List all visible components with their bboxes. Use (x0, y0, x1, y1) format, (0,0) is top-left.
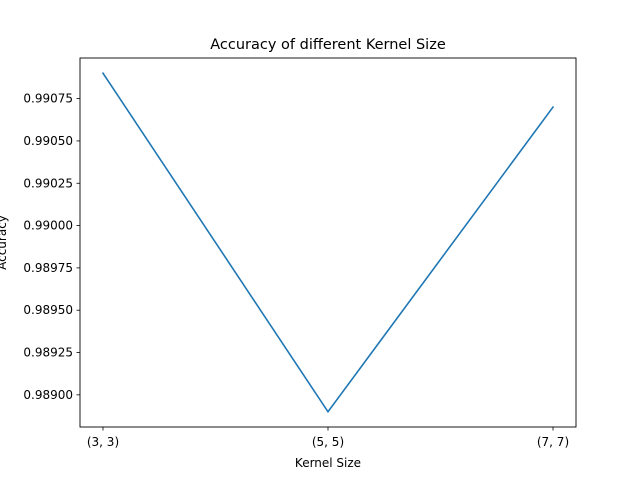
y-tick-label: 0.98900 (23, 388, 73, 402)
axes-frame (79, 57, 577, 428)
y-tick-label: 0.98950 (23, 303, 73, 317)
y-tick-label: 0.98925 (23, 346, 73, 360)
x-tick-label: (7, 7) (537, 435, 569, 449)
y-tick-label: 0.98975 (23, 261, 73, 275)
x-axis-ticks: (3, 3) (5, 5) (7, 7) (87, 427, 569, 449)
x-axis-label: Kernel Size (295, 456, 361, 470)
y-tick-label: 0.99000 (23, 219, 73, 233)
x-tick-label: (5, 5) (312, 435, 344, 449)
y-tick-label: 0.99025 (23, 176, 73, 190)
chart-title: Accuracy of different Kernel Size (210, 37, 446, 53)
x-tick-label: (3, 3) (87, 435, 119, 449)
series-line (101, 72, 555, 414)
series-group (101, 72, 555, 414)
y-axis-label: Accuracy (0, 215, 9, 270)
y-tick-label: 0.99075 (23, 92, 73, 106)
y-axis-ticks: 0.98900 0.98925 0.98950 0.98975 0.99000 0.990… (23, 92, 80, 402)
y-tick-label: 0.99050 (23, 134, 73, 148)
